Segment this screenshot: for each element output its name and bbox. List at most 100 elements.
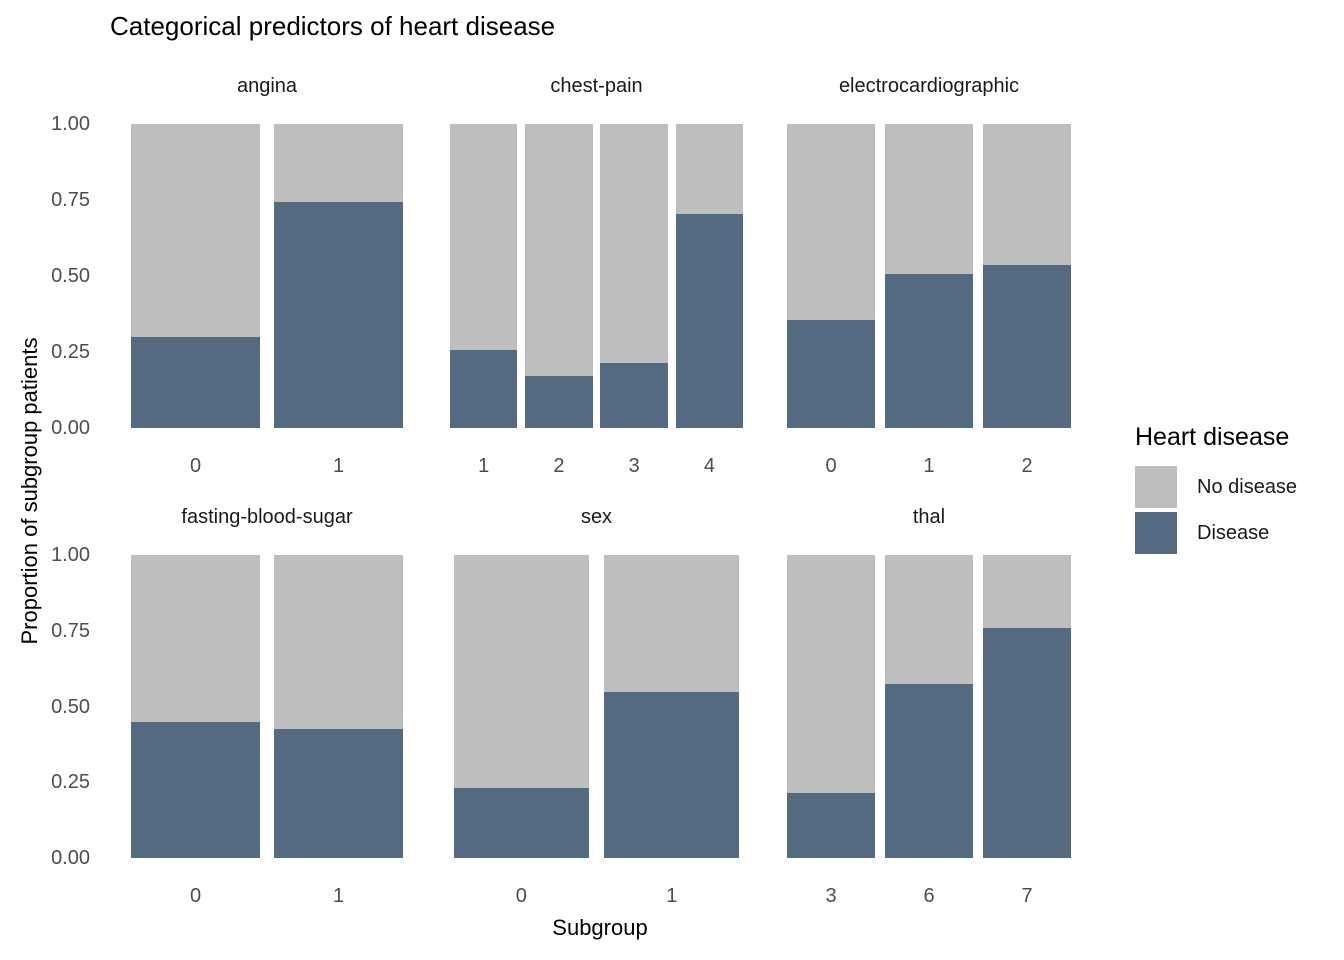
bar-group (597, 555, 748, 858)
segment-no-disease (453, 555, 589, 789)
stacked-bar-electrocardiographic-2 (982, 124, 1072, 428)
segment-no-disease (786, 124, 876, 321)
stacked-bar-chest-pain-3 (600, 124, 668, 428)
facet-panel-chest-pain (446, 124, 747, 428)
x-axis-tick-label: 1 (332, 455, 345, 477)
bar-group (267, 555, 410, 858)
y-axis-tick-label: 0.25 (51, 341, 90, 363)
bar-group (124, 124, 267, 428)
segment-disease (786, 320, 876, 428)
segment-no-disease (982, 555, 1072, 628)
legend-title: Heart disease (1135, 423, 1290, 451)
x-axis-tick-label: 1 (478, 455, 490, 477)
facet-strip-thal: thal (912, 506, 946, 528)
segment-no-disease (274, 124, 403, 202)
bar-group (446, 124, 521, 428)
x-axis-title: Subgroup (552, 915, 648, 940)
segment-disease (131, 336, 260, 428)
y-axis-tick-label: 0.50 (51, 265, 90, 287)
legend-label: Disease (1197, 521, 1270, 544)
segment-disease (131, 722, 260, 858)
facet-panel-fasting-blood-sugar (124, 555, 410, 858)
segment-disease (453, 788, 589, 858)
segment-disease (600, 362, 668, 428)
segment-no-disease (982, 124, 1072, 266)
x-axis-tick-label: 6 (923, 885, 935, 907)
stacked-bar-electrocardiographic-0 (786, 124, 876, 428)
x-axis-tick-label: 3 (825, 885, 837, 907)
x-axis-tick-label: 7 (1021, 885, 1033, 907)
y-axis-tick-label: 0.25 (51, 771, 90, 794)
bar-group (521, 124, 596, 428)
x-axis-tick-label: 3 (628, 455, 640, 477)
segment-no-disease (675, 124, 744, 214)
chart-title: Categorical predictors of heart disease (110, 11, 556, 41)
stacked-bar-chest-pain-4 (675, 124, 744, 428)
bar-group (880, 555, 978, 858)
facet-panel-electrocardiographic (782, 124, 1076, 428)
legend: Heart disease No disease Disease (1135, 423, 1297, 558)
segment-disease (604, 691, 740, 858)
y-axis-tick-label: 0.75 (51, 189, 90, 211)
x-axis-tick-label: 1 (923, 455, 935, 477)
x-axis-tick-label: 1 (332, 885, 345, 907)
segment-no-disease (884, 124, 974, 275)
disease-swatch-icon (1135, 512, 1177, 554)
segment-no-disease (884, 555, 974, 684)
stacked-bar-thal-6 (884, 555, 974, 858)
segment-disease (525, 376, 593, 428)
stacked-bar-angina-1 (274, 124, 403, 428)
bar-group (124, 555, 267, 858)
segment-no-disease (274, 555, 403, 729)
facet-panel-sex (446, 555, 747, 858)
stacked-bar-electrocardiographic-1 (884, 124, 974, 428)
bar-group (446, 555, 597, 858)
stacked-bar-angina-0 (131, 124, 260, 428)
segment-no-disease (604, 555, 740, 692)
stacked-bar-chest-pain-2 (525, 124, 593, 428)
segment-disease (884, 274, 974, 428)
stacked-bar-sex-0 (453, 555, 589, 858)
bar-group (782, 555, 880, 858)
segment-disease (274, 728, 403, 858)
facet-strip-fasting-blood-sugar: fasting-blood-sugar (181, 506, 353, 528)
segment-disease (982, 627, 1072, 858)
y-axis-title: Proportion of subgroup patients (17, 337, 42, 645)
segment-no-disease (449, 124, 518, 351)
stacked-bar-fasting-blood-sugar-1 (274, 555, 403, 858)
segment-disease (982, 265, 1072, 428)
segment-no-disease (131, 555, 260, 723)
y-axis-tick-label: 0.00 (51, 847, 90, 869)
no-disease-swatch-icon (1135, 466, 1177, 508)
segment-no-disease (786, 555, 876, 793)
segment-disease (786, 792, 876, 858)
bar-group (267, 124, 410, 428)
segment-disease (449, 350, 518, 428)
bar-group (880, 124, 978, 428)
legend-item-no-disease: No disease (1135, 466, 1297, 508)
stacked-bar-thal-7 (982, 555, 1072, 858)
x-axis-tick-label: 0 (189, 885, 202, 907)
x-axis-tick-label: 0 (515, 885, 527, 907)
facet-strip-chest-pain: chest-pain (550, 75, 643, 97)
segment-no-disease (600, 124, 668, 363)
segment-disease (884, 683, 974, 858)
x-axis-tick-label: 4 (703, 455, 715, 477)
bar-group (672, 124, 747, 428)
y-axis-tick-label: 1.00 (51, 113, 90, 135)
stacked-bar-thal-3 (786, 555, 876, 858)
x-axis-tick-label: 2 (1021, 455, 1033, 477)
facet-panel-thal (782, 555, 1076, 858)
bar-group (597, 124, 672, 428)
y-axis-tick-label: 0.75 (51, 619, 90, 642)
segment-no-disease (131, 124, 260, 337)
segment-disease (274, 201, 403, 428)
facet-strip-angina: angina (236, 75, 298, 97)
x-axis-tick-label: 0 (825, 455, 837, 477)
facet-panel-angina (124, 124, 410, 428)
segment-disease (675, 213, 744, 428)
x-axis-tick-label: 2 (553, 455, 565, 477)
legend-label: No disease (1197, 475, 1298, 498)
stacked-bar-sex-1 (604, 555, 740, 858)
